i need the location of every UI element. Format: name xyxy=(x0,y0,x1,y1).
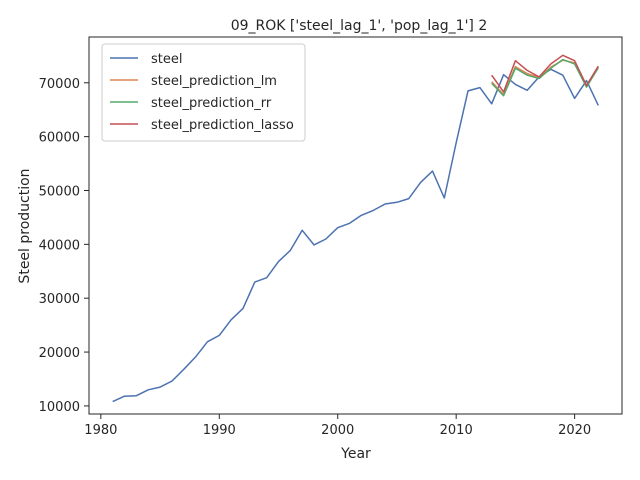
x-tick-label: 1990 xyxy=(203,423,236,438)
y-tick-label: 10000 xyxy=(39,400,80,415)
chart-title: 09_ROK ['steel_lag_1', 'pop_lag_1'] 2 xyxy=(231,18,488,34)
y-tick-label: 40000 xyxy=(39,238,80,253)
y-tick-label: 30000 xyxy=(39,292,80,307)
x-tick-label: 2010 xyxy=(440,423,473,438)
legend-box xyxy=(101,43,306,142)
legend-label: steel_prediction_lm xyxy=(151,74,277,89)
plot-frame xyxy=(88,36,623,415)
y-tick-label: 70000 xyxy=(39,77,80,92)
legend-label: steel_prediction_lasso xyxy=(151,118,294,133)
x-tick-label: 2000 xyxy=(321,423,354,438)
x-axis-label: Year xyxy=(340,446,371,462)
series-lines xyxy=(112,54,599,403)
series-line-steel-prediction-rr xyxy=(491,58,599,97)
y-axis: 10000 20000 30000 40000 50000 60000 70000 xyxy=(39,77,89,415)
plot-area xyxy=(88,36,623,415)
series-line-steel-prediction-lasso xyxy=(491,54,599,93)
x-tick-label: 2020 xyxy=(558,423,591,438)
legend-label: steel_prediction_rr xyxy=(151,96,272,111)
x-tick-label: 1980 xyxy=(84,423,117,438)
y-tick-label: 60000 xyxy=(39,131,80,146)
legend: steel steel_prediction_lm steel_prediction… xyxy=(101,43,306,142)
y-tick-label: 20000 xyxy=(39,346,80,361)
y-tick-label: 50000 xyxy=(39,184,80,199)
y-axis-label: Steel production xyxy=(17,168,33,283)
series-line-steel xyxy=(112,68,599,403)
legend-label: steel xyxy=(151,52,182,67)
x-axis: 1980 1990 2000 2010 2020 xyxy=(84,414,591,438)
